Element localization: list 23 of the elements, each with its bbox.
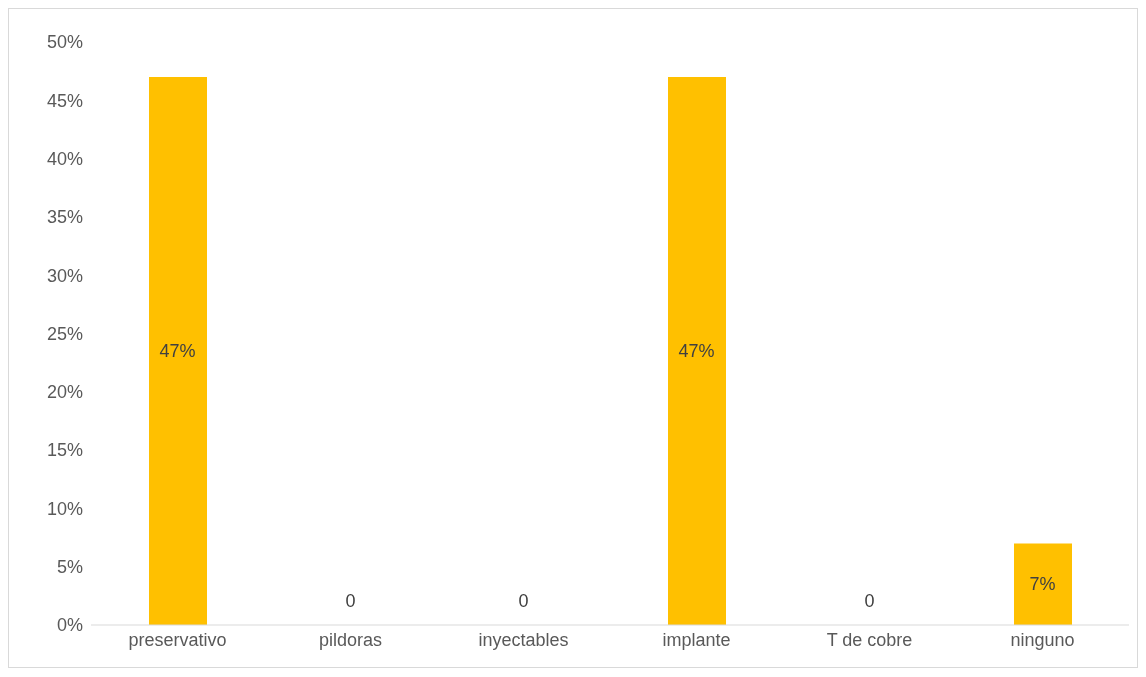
data-label: 7% [1029, 574, 1056, 595]
y-tick-label: 50% [46, 32, 83, 53]
data-label: 0 [345, 591, 356, 611]
y-tick-label: 15% [46, 440, 83, 461]
data-label: 47% [159, 340, 196, 361]
y-tick-label: 30% [46, 265, 83, 286]
x-tick-label: inyectables [478, 629, 569, 650]
y-tick-label: 45% [46, 90, 83, 111]
y-tick-label: 20% [46, 382, 83, 403]
y-tick-label: 35% [46, 207, 83, 228]
y-tick-label: 10% [46, 498, 83, 519]
data-label: 47% [678, 340, 715, 361]
y-tick-label: 40% [46, 148, 83, 169]
x-tick-label: implante [662, 629, 731, 650]
x-tick-label: preservativo [128, 629, 227, 650]
y-tick-label: 0% [56, 615, 83, 636]
y-tick-label: 25% [46, 323, 83, 344]
data-label: 0 [518, 591, 529, 611]
y-tick-label: 5% [56, 557, 83, 578]
data-label: 0 [864, 591, 875, 611]
x-tick-label: pildoras [318, 629, 383, 650]
x-tick-label: ninguno [1010, 629, 1075, 650]
x-tick-label: T de cobre [826, 629, 913, 650]
